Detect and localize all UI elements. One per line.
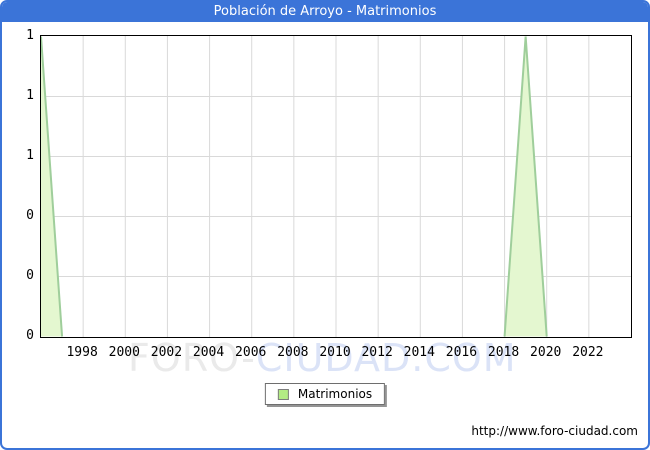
- x-tick-label: 2000: [108, 345, 140, 360]
- x-tick-label: 2016: [445, 345, 478, 360]
- x-tick-label: 1998: [66, 345, 98, 360]
- watermark-sep: -: [241, 336, 256, 380]
- plot-area: [40, 35, 632, 338]
- y-tick-label: 0: [26, 267, 34, 283]
- footer-url-link[interactable]: http://www.foro-ciudad.com: [471, 424, 638, 438]
- y-tick-label: 1: [26, 27, 34, 43]
- x-tick-label: 2014: [403, 345, 435, 360]
- legend-swatch-matrimonios: [277, 388, 289, 400]
- chart-title: Población de Arroyo - Matrimonios: [2, 2, 648, 22]
- y-tick-label: 1: [26, 87, 34, 103]
- area-line: [41, 36, 548, 337]
- watermark-part1: FORO: [128, 336, 242, 380]
- y-tick-label: 1: [26, 147, 34, 163]
- x-tick-label: 2006: [235, 345, 267, 360]
- area-chart: [41, 36, 631, 337]
- legend-box: Matrimonios: [264, 383, 386, 405]
- watermark: FORO-CIUDAD.COM: [128, 336, 517, 380]
- x-tick-label: 2004: [192, 345, 225, 360]
- legend-label-matrimonios: Matrimonios: [297, 387, 373, 401]
- x-tick-label: 2022: [572, 345, 604, 360]
- x-tick-label: 2020: [530, 345, 562, 360]
- x-tick-label: 2018: [487, 345, 520, 360]
- y-tick-label: 0: [26, 327, 34, 343]
- x-tick-label: 2008: [277, 345, 309, 360]
- y-tick-label: 0: [26, 207, 34, 223]
- x-tick-label: 2010: [319, 345, 351, 360]
- watermark-part2: CIUDAD.COM: [255, 336, 517, 380]
- x-tick-label: 2012: [361, 345, 393, 360]
- x-tick-label: 2002: [150, 345, 183, 360]
